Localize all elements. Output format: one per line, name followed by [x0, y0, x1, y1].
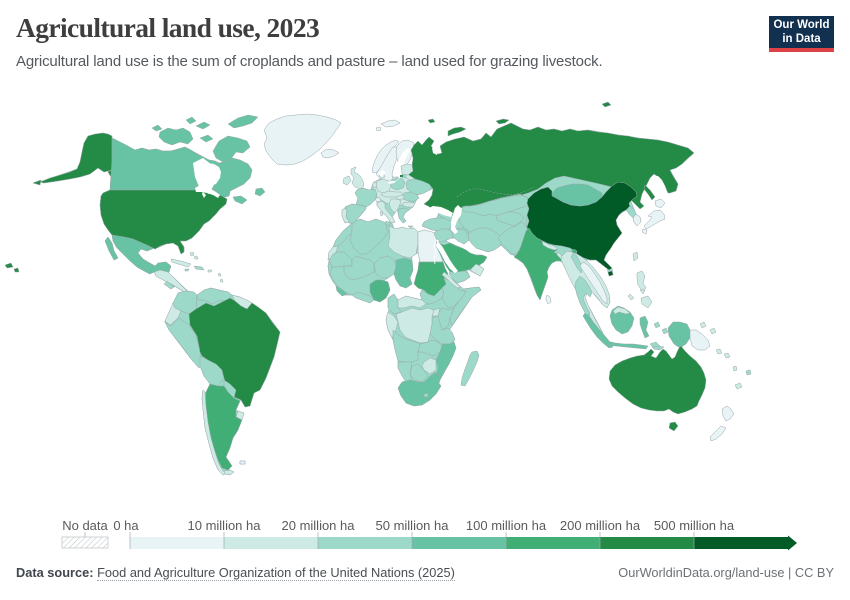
svg-text:50 million ha: 50 million ha	[376, 518, 450, 533]
svg-text:500 million ha: 500 million ha	[654, 518, 735, 533]
svg-text:100 million ha: 100 million ha	[466, 518, 547, 533]
svg-text:200 million ha: 200 million ha	[560, 518, 641, 533]
svg-text:20 million ha: 20 million ha	[282, 518, 356, 533]
svg-text:No data: No data	[62, 518, 108, 533]
svg-text:0 ha: 0 ha	[113, 518, 139, 533]
svg-text:10 million ha: 10 million ha	[188, 518, 262, 533]
